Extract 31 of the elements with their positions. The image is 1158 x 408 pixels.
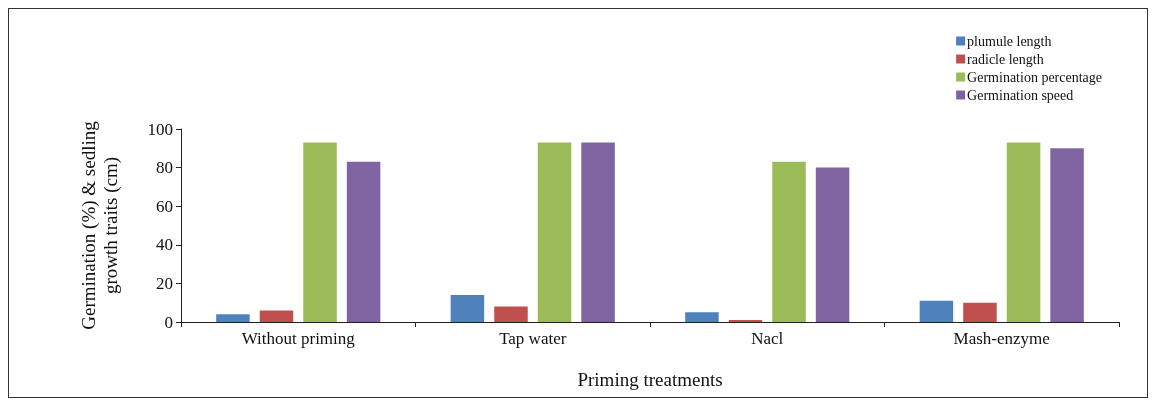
y-tick-label: 80 [156,158,173,178]
bar [494,306,528,322]
bar [303,142,337,322]
legend-label: plumule length [967,33,1052,49]
x-tick-label: Tap water [499,329,567,348]
x-tick-label: Without priming [241,329,356,348]
bar [772,161,806,322]
bar [450,294,485,322]
y-tick-label: 60 [156,196,173,216]
bar [259,310,294,322]
bar [216,314,250,322]
y-axis-title: Germination (%) & sedling growth traits (cm) [77,120,122,330]
x-tick-label: Mash-enzyme [953,329,1050,348]
legend-label: radicle length [967,51,1044,67]
y-tick-label: 100 [147,119,173,139]
y-tick-label: 0 [164,312,173,332]
y-tick-label: 40 [156,235,173,255]
bar [1006,142,1041,322]
bar [1050,148,1084,322]
bar [346,161,381,322]
x-tick-label: Nacl [751,329,784,348]
legend-label: Germination percentage [967,69,1103,85]
x-axis-title: Priming treatments [577,369,723,390]
bar [919,300,954,322]
legend-label: Germination speed [967,87,1074,103]
bar [685,312,719,322]
bar [537,142,572,322]
y-tick-label: 20 [156,273,173,293]
bar [815,167,850,322]
bar [963,302,997,322]
bar [581,142,615,322]
